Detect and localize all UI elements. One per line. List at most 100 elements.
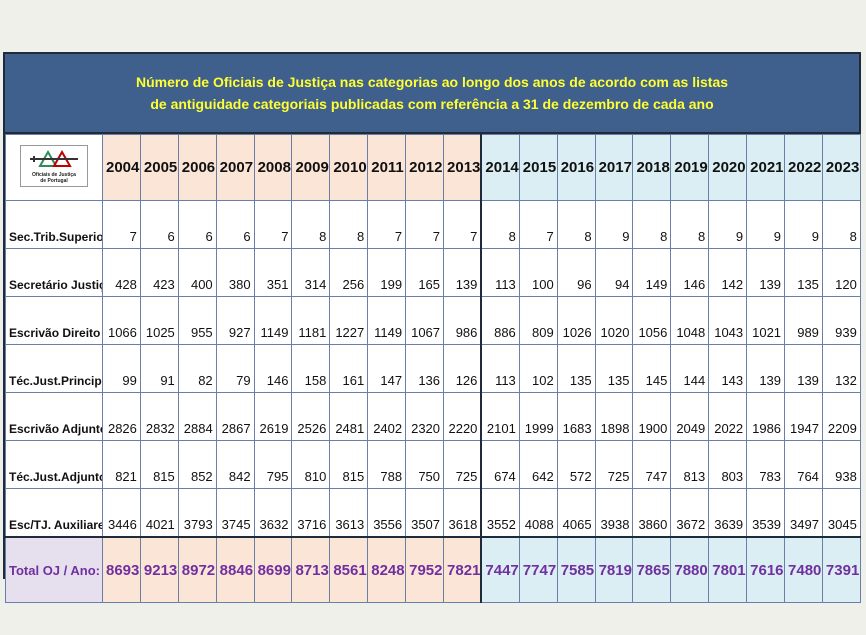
table-cell: 764 xyxy=(784,440,823,489)
table-cell: 4021 xyxy=(139,488,179,538)
table-cell: 2619 xyxy=(253,392,293,441)
table-cell: 939 xyxy=(821,296,861,345)
year-header: 2014 xyxy=(480,134,520,201)
table-cell: 91 xyxy=(139,344,179,393)
table-cell: 120 xyxy=(821,248,861,297)
table-cell: 3507 xyxy=(405,488,445,538)
year-header: 2018 xyxy=(632,134,672,201)
table-cell: 2101 xyxy=(480,392,520,441)
table-cell: 82 xyxy=(177,344,217,393)
table-cell: 199 xyxy=(367,248,407,297)
table-row: Secretário Justiça 428 423 400 380 351 314 256 1… xyxy=(5,248,861,297)
table-cell: 1021 xyxy=(746,296,786,345)
table-row: Escrivão Direito 1066 1025 955 927 1149 1181 12… xyxy=(5,296,861,345)
logo-cell: Oficiais de Justiça de Portugal xyxy=(5,134,103,201)
table-cell: 803 xyxy=(708,440,748,489)
total-cell: 7801 xyxy=(708,536,748,603)
total-cell: 7747 xyxy=(518,536,558,603)
table-cell: 2049 xyxy=(670,392,710,441)
table-cell: 113 xyxy=(480,344,520,393)
table-cell: 1986 xyxy=(746,392,786,441)
year-header: 2007 xyxy=(215,134,255,201)
table-cell: 1898 xyxy=(594,392,634,441)
table-cell: 3539 xyxy=(746,488,786,538)
total-cell: 7616 xyxy=(746,536,786,603)
data-table: Oficiais de Justiça de Portugal 2004 2005 20… xyxy=(5,134,861,603)
table-cell: 1900 xyxy=(632,392,672,441)
table-cell: 113 xyxy=(480,248,520,297)
table-cell: 400 xyxy=(177,248,217,297)
table-cell: 795 xyxy=(253,440,293,489)
total-cell: 8972 xyxy=(177,536,217,603)
table-cell: 815 xyxy=(139,440,179,489)
table-cell: 9 xyxy=(746,200,786,249)
total-cell: 7865 xyxy=(632,536,672,603)
table-cell: 3793 xyxy=(177,488,217,538)
title-line-1: Número de Oficiais de Justiça nas catego… xyxy=(135,74,729,90)
table-cell: 380 xyxy=(215,248,255,297)
table-cell: 7 xyxy=(405,200,445,249)
total-cell: 8248 xyxy=(367,536,407,603)
table-cell: 3556 xyxy=(367,488,407,538)
row-label: Téc.Just.Principal xyxy=(5,344,103,393)
table-cell: 1056 xyxy=(632,296,672,345)
row-label: Escrivão Direito xyxy=(5,296,103,345)
table-cell: 428 xyxy=(102,248,141,297)
table-cell: 1066 xyxy=(102,296,141,345)
year-header: 2019 xyxy=(670,134,710,201)
table-cell: 158 xyxy=(291,344,331,393)
year-header: 2011 xyxy=(367,134,407,201)
year-header: 2016 xyxy=(556,134,596,201)
table-cell: 8 xyxy=(291,200,331,249)
total-cell: 7447 xyxy=(480,536,520,603)
table-cell: 99 xyxy=(102,344,141,393)
table-cell: 314 xyxy=(291,248,331,297)
table-cell: 938 xyxy=(821,440,861,489)
total-cell: 7952 xyxy=(405,536,445,603)
table-cell: 642 xyxy=(518,440,558,489)
table-cell: 2867 xyxy=(215,392,255,441)
row-label: Secretário Justiça xyxy=(5,248,103,297)
table-cell: 3639 xyxy=(708,488,748,538)
table-cell: 1227 xyxy=(329,296,369,345)
table-cell: 1181 xyxy=(291,296,331,345)
table-cell: 146 xyxy=(670,248,710,297)
table-cell: 747 xyxy=(632,440,672,489)
table-cell: 102 xyxy=(518,344,558,393)
table-cell: 1067 xyxy=(405,296,445,345)
year-header: 2012 xyxy=(405,134,445,201)
total-cell: 9213 xyxy=(139,536,179,603)
table-cell: 809 xyxy=(518,296,558,345)
year-header: 2017 xyxy=(594,134,634,201)
table-cell: 986 xyxy=(443,296,482,345)
total-label: Total OJ / Ano: xyxy=(5,536,103,603)
total-cell: 8699 xyxy=(253,536,293,603)
table-cell: 842 xyxy=(215,440,255,489)
table-cell: 2402 xyxy=(367,392,407,441)
table-cell: 135 xyxy=(556,344,596,393)
table-cell: 145 xyxy=(632,344,672,393)
table-cell: 165 xyxy=(405,248,445,297)
table-cell: 1043 xyxy=(708,296,748,345)
table-cell: 100 xyxy=(518,248,558,297)
table-cell: 2884 xyxy=(177,392,217,441)
table-cell: 8 xyxy=(556,200,596,249)
table-cell: 989 xyxy=(784,296,823,345)
table-cell: 143 xyxy=(708,344,748,393)
table-cell: 2220 xyxy=(443,392,482,441)
year-header: 2009 xyxy=(291,134,331,201)
table-cell: 813 xyxy=(670,440,710,489)
table-cell: 1026 xyxy=(556,296,596,345)
total-cell: 7821 xyxy=(443,536,482,603)
table-cell: 3446 xyxy=(102,488,141,538)
table-cell: 2481 xyxy=(329,392,369,441)
table-cell: 1947 xyxy=(784,392,823,441)
table-cell: 725 xyxy=(594,440,634,489)
total-cell: 7391 xyxy=(821,536,861,603)
table-cell: 3552 xyxy=(480,488,520,538)
table-row: Téc.Just.Adjunto 821 815 852 842 795 810 815 788… xyxy=(5,440,861,489)
table-cell: 3618 xyxy=(443,488,482,538)
year-header: 2004 xyxy=(102,134,141,201)
total-cell: 8561 xyxy=(329,536,369,603)
table-row: Sec.Trib.Superior 7 6 6 6 7 8 8 7 7 7 8 7 8 9 8 8 9 9 9 8 xyxy=(5,200,861,249)
